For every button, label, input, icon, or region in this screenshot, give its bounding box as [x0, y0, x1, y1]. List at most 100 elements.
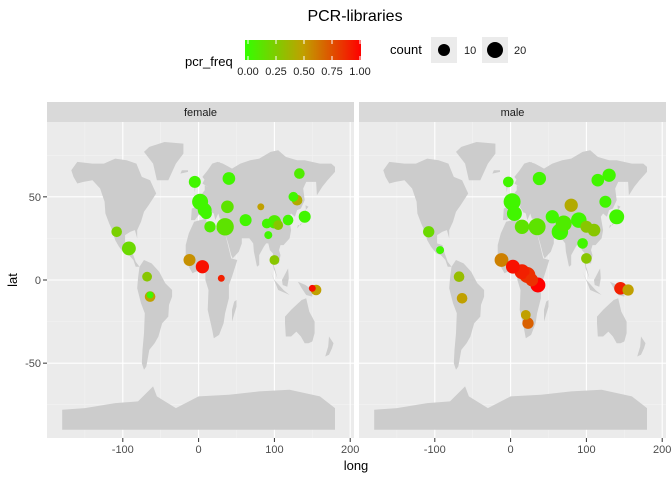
facet-panel-female: female [47, 102, 354, 438]
land-shape [144, 142, 184, 181]
facet-panel-male: male [359, 102, 666, 438]
size-legend-key-10 [438, 44, 450, 56]
strip-female [47, 102, 354, 122]
data-point [217, 274, 225, 282]
y-axis-title: lat [5, 273, 20, 287]
data-point [269, 255, 280, 265]
land-shape [285, 298, 315, 344]
data-point [564, 198, 578, 212]
land-shape [71, 158, 157, 267]
data-point [195, 260, 210, 274]
data-point [522, 317, 534, 329]
data-point [581, 253, 592, 264]
land-shape [325, 336, 334, 357]
data-point [506, 206, 522, 221]
land-shape [62, 386, 335, 430]
land-shape [297, 281, 313, 297]
data-point [111, 226, 122, 238]
data-point [528, 218, 546, 236]
land-shape [637, 336, 646, 357]
x-tick-label: 100 [577, 444, 595, 456]
land-shape [514, 161, 532, 187]
data-point [221, 200, 234, 214]
data-point [609, 209, 625, 225]
data-point [261, 218, 272, 229]
x-tick-label: 0 [508, 444, 514, 456]
x-tick-label: -100 [424, 444, 446, 456]
color-legend: pcr_freq 0.00 0.25 0.50 0.75 1.00 [185, 40, 371, 78]
land-shape [383, 158, 469, 267]
data-point [577, 238, 588, 249]
data-point [294, 168, 305, 179]
color-legend-tick-label: 1.00 [349, 66, 370, 78]
data-point [503, 176, 514, 188]
chart-title: PCR-libraries [307, 8, 402, 25]
land-shape [492, 170, 500, 174]
color-legend-title: pcr_freq [185, 54, 233, 69]
data-point [591, 173, 605, 187]
data-point [146, 291, 154, 299]
data-point [503, 193, 521, 211]
data-point [188, 175, 201, 188]
data-point [423, 226, 435, 238]
size-legend-label-10: 10 [464, 45, 476, 57]
data-point [222, 172, 236, 185]
data-point [599, 195, 612, 208]
data-point [264, 231, 273, 240]
x-axis-title: long [344, 458, 369, 473]
land-shape [582, 271, 602, 295]
y-tick-label: -50 [25, 358, 41, 370]
land-shape [270, 271, 290, 295]
land-shape [456, 142, 496, 181]
land-shape [202, 161, 220, 187]
y-tick-label: 0 [35, 275, 41, 287]
data-point [288, 191, 299, 202]
data-point [580, 220, 593, 233]
land-shape [232, 300, 237, 322]
color-legend-tick-label: 0.50 [293, 66, 314, 78]
data-point [200, 207, 212, 220]
color-legend-bar [245, 40, 361, 60]
data-point [142, 271, 153, 282]
data-point [183, 254, 196, 266]
land-shape [137, 260, 173, 370]
land-shape [282, 268, 289, 287]
land-shape [374, 386, 647, 430]
size-legend: count 10 20 [390, 37, 526, 63]
x-tick-label: 0 [196, 444, 202, 456]
data-point [555, 215, 572, 232]
data-point [622, 284, 634, 296]
land-shape [180, 170, 188, 174]
data-point [453, 271, 465, 282]
data-point [216, 218, 234, 236]
data-point [456, 293, 468, 304]
data-point [520, 310, 531, 320]
data-point [282, 214, 294, 226]
data-point [545, 210, 559, 224]
color-legend-tick-label: 0.25 [265, 66, 286, 78]
data-point [494, 253, 509, 267]
x-tick-label: 200 [653, 444, 671, 456]
data-point [273, 220, 284, 231]
data-point [436, 246, 445, 255]
land-shape [544, 300, 549, 322]
x-tick-label: 100 [265, 444, 283, 456]
data-point [257, 203, 265, 211]
data-point [308, 284, 316, 292]
size-legend-title: count [390, 42, 422, 57]
color-legend-tick-label: 0.00 [237, 66, 258, 78]
land-shape [594, 268, 601, 287]
data-point [525, 273, 539, 287]
size-legend-key-20 [487, 42, 503, 58]
data-point [505, 259, 520, 274]
x-tick-label: 200 [341, 444, 359, 456]
y-tick-label: 50 [29, 192, 41, 204]
data-point [298, 210, 311, 223]
data-point [121, 241, 136, 256]
data-point [239, 214, 252, 227]
land-shape [185, 218, 238, 339]
color-legend-tick-label: 0.75 [321, 66, 342, 78]
data-point [602, 168, 616, 182]
data-point [204, 221, 216, 233]
